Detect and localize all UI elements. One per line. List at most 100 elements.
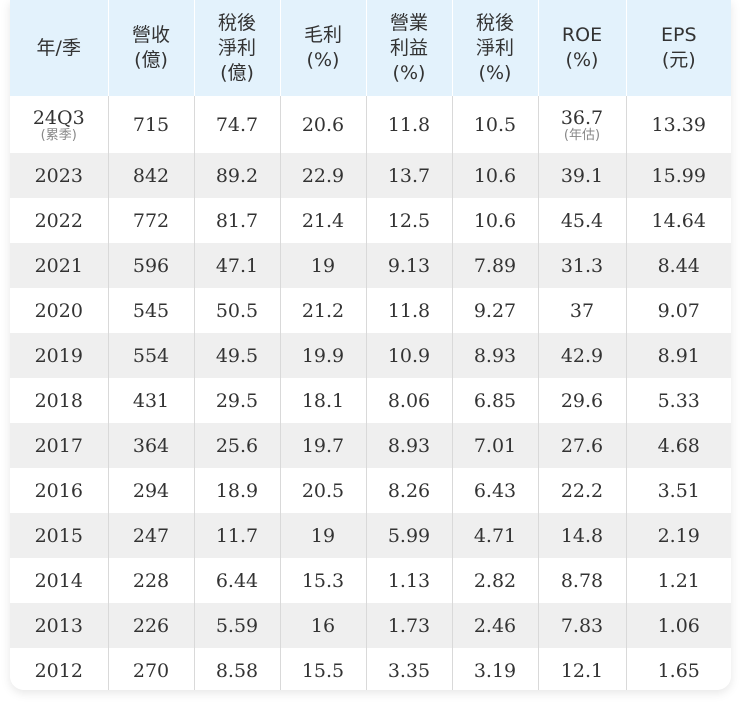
roe-cell: 45.4 [538,198,627,243]
operating-margin-cell: 8.06 [366,378,453,423]
header-net-margin: 稅後 淨利 (%) [452,0,539,96]
gross-margin-cell: 21.2 [280,288,367,333]
gross-margin-cell: 21.4 [280,198,367,243]
header-gross-margin: 毛利 (%) [280,0,367,96]
operating-margin-cell: 3.35 [366,648,453,690]
operating-margin-cell: 10.9 [366,333,453,378]
net-income-cell: 49.5 [194,333,281,378]
revenue-cell: 842 [108,153,195,198]
eps-cell: 3.51 [657,479,700,502]
roe-cell: 12.1 [538,648,627,690]
header-net-income: 稅後 淨利 (億) [194,0,281,96]
roe-cell: 42.9 [538,333,627,378]
financial-table: 年/季 營收 (億) 稅後 淨利 (億) 毛利 (%) 營業 利益 (%) 稅後… [10,0,731,690]
eps-cell: 1.21 [657,569,700,592]
net-income-cell: 81.7 [194,198,281,243]
period-cell: 2013 [10,603,109,648]
table-row: 2019 554 49.5 19.9 10.9 8.93 42.9 8.91 [10,333,731,378]
net-income-cell: 47.1 [194,243,281,288]
table-row: 2013 226 5.59 16 1.73 2.46 7.83 1.06 [10,603,731,648]
net-income-cell: 5.59 [194,603,281,648]
gross-margin-cell: 16 [280,603,367,648]
header-eps: EPS (元) [626,0,731,96]
operating-margin-cell: 1.13 [366,558,453,603]
eps-cell: 9.07 [657,299,700,322]
table-row: 2017 364 25.6 19.7 8.93 7.01 27.6 4.68 [10,423,731,468]
roe-cell: 31.3 [538,243,627,288]
period-cell: 2017 [10,423,109,468]
roe-cell: 37 [538,288,627,333]
table-row: 24Q3 (累季) 715 74.7 20.6 11.8 10.5 36.7 (… [10,96,731,153]
revenue-cell: 772 [108,198,195,243]
roe-cell: 36.7 (年估) [538,96,627,153]
revenue-cell: 226 [108,603,195,648]
gross-margin-cell: 22.9 [280,153,367,198]
header-operating-margin: 營業 利益 (%) [366,0,453,96]
eps-cell: 1.65 [657,659,700,682]
table-row: 2021 596 47.1 19 9.13 7.89 31.3 8.44 [10,243,731,288]
operating-margin-cell: 8.93 [366,423,453,468]
gross-margin-cell: 18.1 [280,378,367,423]
table-row: 2020 545 50.5 21.2 11.8 9.27 37 9.07 [10,288,731,333]
period-cell: 2020 [10,288,109,333]
operating-margin-cell: 8.26 [366,468,453,513]
period-cell: 2021 [10,243,109,288]
eps-cell: 1.06 [657,614,700,637]
header-revenue: 營收 (億) [108,0,195,96]
net-income-cell: 25.6 [194,423,281,468]
roe-value: 36.7 [560,106,604,129]
eps-cell: 2.19 [657,524,700,547]
net-income-cell: 50.5 [194,288,281,333]
net-margin-cell: 7.89 [452,243,539,288]
gross-margin-cell: 19 [280,513,367,558]
period-cell: 2016 [10,468,109,513]
eps-cell: 5.33 [657,389,700,412]
net-income-cell: 18.9 [194,468,281,513]
eps-cell: 14.64 [651,209,706,232]
period-value: 24Q3 [32,106,85,129]
gross-margin-cell: 19.7 [280,423,367,468]
period-note: (累季) [40,127,77,143]
table-row: 2015 247 11.7 19 5.99 4.71 14.8 2.19 [10,513,731,558]
period-cell: 2022 [10,198,109,243]
header-period: 年/季 [10,0,109,96]
net-margin-cell: 4.71 [452,513,539,558]
net-margin-cell: 10.6 [452,198,539,243]
revenue-cell: 270 [108,648,195,690]
net-income-cell: 89.2 [194,153,281,198]
net-margin-cell: 7.01 [452,423,539,468]
net-margin-cell: 9.27 [452,288,539,333]
eps-cell: 8.91 [657,344,700,367]
operating-margin-cell: 5.99 [366,513,453,558]
roe-cell: 22.2 [538,468,627,513]
period-cell: 2012 [10,648,109,690]
net-margin-cell: 10.5 [452,96,539,153]
table-row: 2012 270 8.58 15.5 3.35 3.19 12.1 1.65 [10,648,731,690]
gross-margin-cell: 20.5 [280,468,367,513]
net-income-cell: 74.7 [194,96,281,153]
roe-cell: 39.1 [538,153,627,198]
table-row: 2022 772 81.7 21.4 12.5 10.6 45.4 14.64 [10,198,731,243]
roe-note: (年估) [563,127,601,143]
period-cell: 2023 [10,153,109,198]
eps-cell: 13.39 [651,113,706,136]
net-margin-cell: 6.85 [452,378,539,423]
revenue-cell: 715 [108,96,195,153]
eps-cell: 4.68 [657,434,700,457]
eps-cell: 8.44 [657,254,700,277]
operating-margin-cell: 11.8 [366,96,453,153]
net-income-cell: 6.44 [194,558,281,603]
net-income-cell: 11.7 [194,513,281,558]
operating-margin-cell: 9.13 [366,243,453,288]
table-row: 2018 431 29.5 18.1 8.06 6.85 29.6 5.33 [10,378,731,423]
revenue-cell: 228 [108,558,195,603]
revenue-cell: 294 [108,468,195,513]
revenue-cell: 431 [108,378,195,423]
gross-margin-cell: 19 [280,243,367,288]
financial-table-card: 年/季 營收 (億) 稅後 淨利 (億) 毛利 (%) 營業 利益 (%) 稅後… [10,0,731,690]
operating-margin-cell: 13.7 [366,153,453,198]
net-margin-cell: 10.6 [452,153,539,198]
gross-margin-cell: 15.3 [280,558,367,603]
table-row: 2023 842 89.2 22.9 13.7 10.6 39.1 15.99 [10,153,731,198]
revenue-cell: 554 [108,333,195,378]
